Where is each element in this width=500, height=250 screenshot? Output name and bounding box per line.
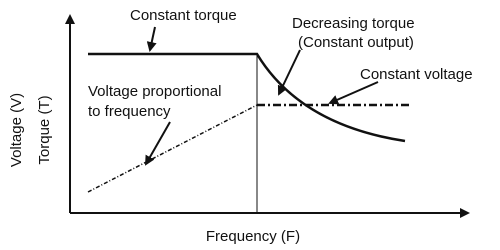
callout-arrow (277, 49, 301, 96)
label: Constant voltage (360, 66, 473, 83)
callout-arrow (146, 26, 157, 52)
torque-curve (88, 52, 406, 143)
y-axis-label: Voltage (V) (8, 93, 25, 167)
label: Constant torque (130, 7, 237, 24)
label: Decreasing torque (292, 15, 415, 32)
y-axis-label: Torque (T) (36, 95, 53, 164)
label: to frequency (88, 103, 171, 120)
label: Voltage proportional (88, 83, 221, 100)
label: (Constant output) (298, 34, 414, 51)
callout-arrow (145, 121, 171, 166)
callout-arrow (328, 81, 379, 105)
x-axis-label: Frequency (F) (206, 228, 300, 245)
